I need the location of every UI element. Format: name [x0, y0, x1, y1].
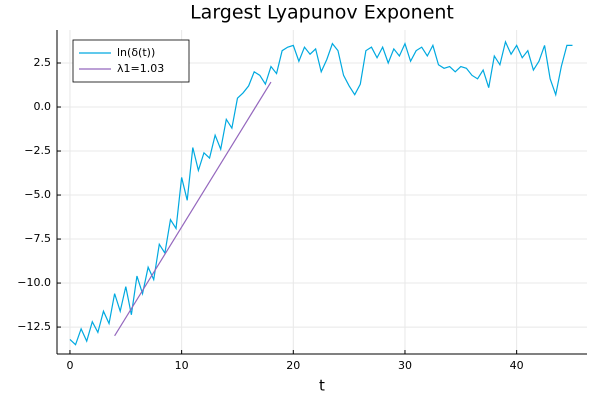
legend-box	[72, 39, 190, 83]
x-tick-label: 20	[286, 359, 300, 372]
y-tick-label: −2.5	[24, 144, 51, 157]
x-tick-label: 30	[398, 359, 412, 372]
y-tick-label: −5.0	[24, 188, 51, 201]
x-tick-label: 10	[175, 359, 189, 372]
series-line	[114, 81, 272, 337]
x-axis-label: t	[319, 377, 325, 395]
y-tick-label: 0.0	[34, 100, 52, 113]
x-tick-label: 0	[66, 359, 73, 372]
x-tick-label: 40	[510, 359, 524, 372]
legend-label: ln(δ(t))	[117, 46, 155, 59]
y-tick-label: 2.5	[34, 56, 52, 69]
series-line	[69, 40, 573, 346]
chart-title: Largest Lyapunov Exponent	[190, 2, 454, 24]
legend-label: λ1=1.03	[117, 62, 164, 75]
y-tick-label: −7.5	[24, 232, 51, 245]
y-tick-label: −12.5	[17, 320, 51, 333]
y-tick-label: −10.0	[17, 276, 51, 289]
